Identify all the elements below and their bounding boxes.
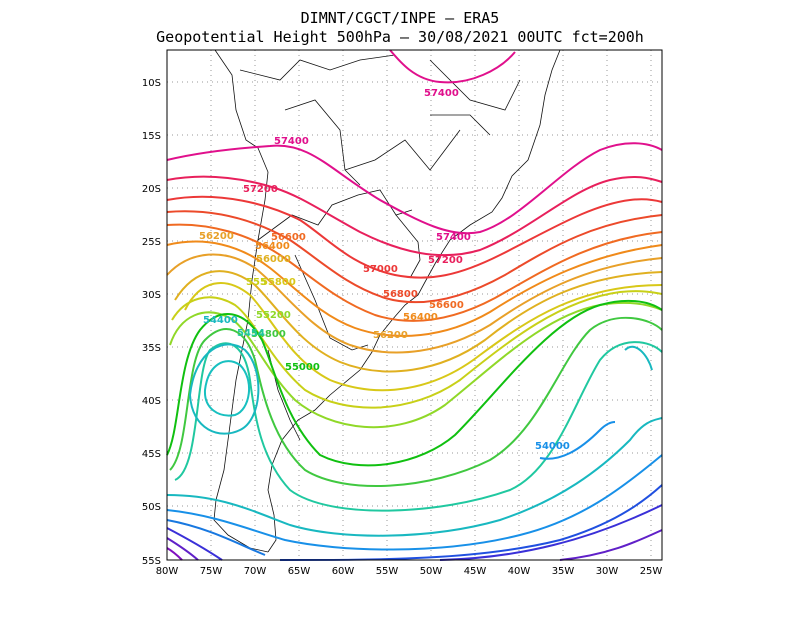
lon-tick-label: 65W (288, 566, 311, 577)
geopotential-contours (166, 49, 663, 561)
longitude-axis: 80W 75W 70W 65W 60W 55W 50W 45W 40W 35W … (156, 566, 663, 577)
lat-tick-label: 35S (142, 343, 161, 354)
latitude-axis: 10S 15S 20S 25S 30S 35S 40S 45S 50S 55S (142, 78, 161, 567)
contour-label: 56400 (403, 312, 438, 323)
contour-label: 56200 (373, 330, 408, 341)
contour-labels: 57400 57400 57200 57400 57200 57000 5680… (199, 88, 570, 452)
map-title: DIMNT/CGCT/INPE – ERA5 (300, 9, 500, 27)
contour-label: 57400 (436, 232, 471, 243)
lon-tick-label: 35W (552, 566, 575, 577)
contour-label: 56400 (255, 241, 290, 252)
lat-tick-label: 25S (142, 237, 161, 248)
lat-tick-label: 45S (142, 449, 161, 460)
lon-tick-label: 60W (332, 566, 355, 577)
contour-label: 54400 (203, 315, 238, 326)
contour-label: 57000 (363, 264, 398, 275)
lat-tick-label: 40S (142, 396, 161, 407)
contour-label: 56800 (383, 289, 418, 300)
contour-label: 55200 (256, 310, 291, 321)
contour-label: 56600 (271, 232, 306, 243)
contour-label: 55800 (261, 277, 296, 288)
contour-label: 57400 (274, 136, 309, 147)
contour-label: 555 (246, 277, 267, 288)
lat-tick-label: 55S (142, 556, 161, 567)
contour-label: 54800 (251, 329, 286, 340)
coastline (213, 49, 561, 553)
lat-tick-label: 10S (142, 78, 161, 89)
contour-label: 56200 (199, 231, 234, 242)
lon-tick-label: 75W (200, 566, 223, 577)
lon-tick-label: 40W (508, 566, 531, 577)
lat-tick-label: 20S (142, 184, 161, 195)
map-subtitle: Geopotential Height 500hPa – 30/08/2021 … (156, 28, 644, 46)
map-frame (166, 49, 663, 561)
lon-tick-label: 25W (640, 566, 663, 577)
lat-tick-label: 15S (142, 131, 161, 142)
lon-tick-label: 55W (376, 566, 399, 577)
lat-tick-label: 30S (142, 290, 161, 301)
contour-label: 55000 (285, 362, 320, 373)
lon-tick-label: 45W (464, 566, 487, 577)
contour-label: 57400 (424, 88, 459, 99)
lon-tick-label: 50W (420, 566, 443, 577)
lon-tick-label: 70W (244, 566, 267, 577)
contour-label: 54000 (535, 441, 570, 452)
contour-label: 56000 (256, 254, 291, 265)
lon-tick-label: 30W (596, 566, 619, 577)
contour-label: 57200 (428, 255, 463, 266)
lat-tick-label: 50S (142, 502, 161, 513)
lon-tick-label: 80W (156, 566, 179, 577)
contour-label: 56600 (429, 300, 464, 311)
contour-label: 57200 (243, 184, 278, 195)
contour-label: 5454 (237, 328, 265, 339)
